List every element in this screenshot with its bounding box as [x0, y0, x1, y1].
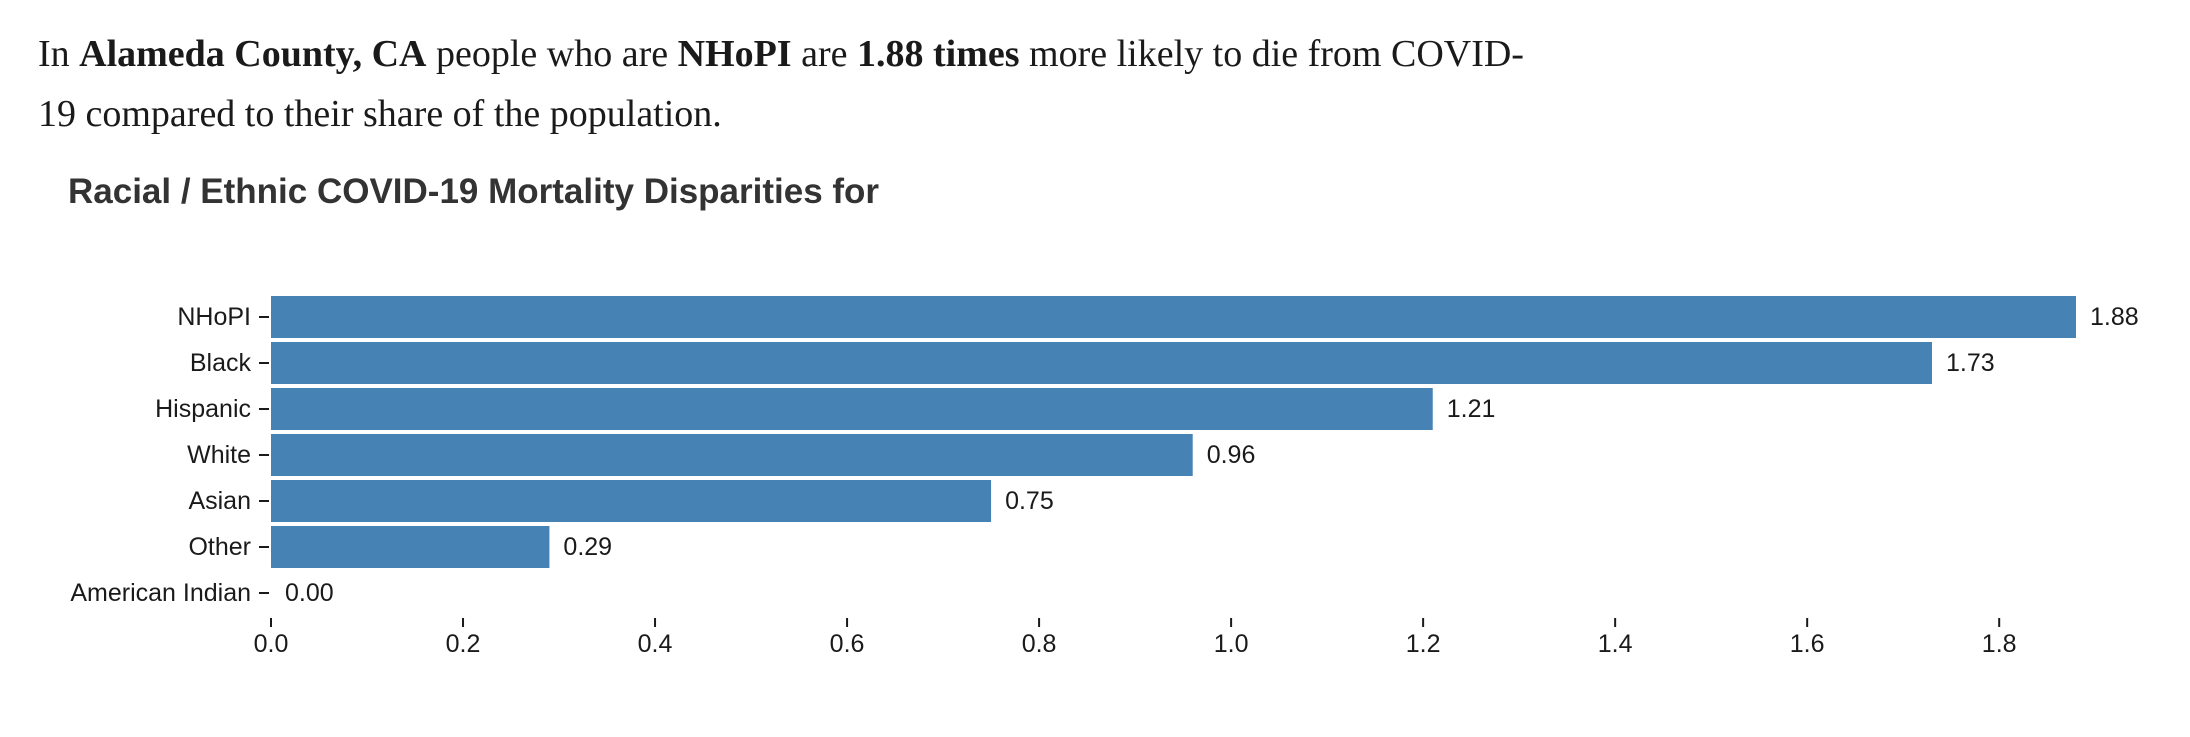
- intro-text-4: more likely to die from COVID-19 compare…: [38, 33, 1524, 135]
- intro-text-3: are: [791, 33, 857, 75]
- category-label: Black: [190, 349, 252, 377]
- value-label: 0.96: [1207, 441, 1256, 469]
- value-label: 0.00: [285, 579, 334, 607]
- x-tick-label: 1.6: [1790, 630, 1825, 658]
- x-tick-label: 0.0: [254, 630, 289, 658]
- x-tick-label: 1.8: [1982, 630, 2017, 658]
- x-tick-label: 1.0: [1214, 630, 1249, 658]
- x-tick-label: 0.8: [1022, 630, 1057, 658]
- bar: [271, 296, 2076, 338]
- category-label: Hispanic: [155, 395, 251, 423]
- intro-group: NHoPI: [677, 33, 792, 75]
- bar: [271, 480, 992, 522]
- bar: [271, 342, 1932, 384]
- bar: [271, 388, 1433, 430]
- intro-county: Alameda County, CA: [79, 33, 427, 75]
- x-tick-label: 1.2: [1406, 630, 1441, 658]
- bar: [271, 526, 550, 568]
- intro-ratio: 1.88 times: [856, 33, 1020, 75]
- intro-text-1: In: [38, 33, 80, 75]
- x-tick-label: 0.4: [638, 630, 673, 658]
- bar: [271, 434, 1193, 476]
- chart-title: Racial / Ethnic COVID-19 Mortality Dispa…: [68, 172, 880, 211]
- category-label: American Indian: [70, 579, 251, 607]
- x-tick-label: 1.4: [1598, 630, 1633, 658]
- value-label: 0.29: [563, 533, 612, 561]
- category-label: Asian: [188, 487, 251, 515]
- value-label: 1.88: [2090, 303, 2139, 331]
- x-tick-label: 0.2: [446, 630, 481, 658]
- category-label: NHoPI: [177, 303, 251, 331]
- intro-sentence: In Alameda County, CA people who are NHo…: [38, 24, 1538, 144]
- value-label: 0.75: [1005, 487, 1054, 515]
- x-tick-label: 0.6: [830, 630, 865, 658]
- value-label: 1.21: [1447, 395, 1496, 423]
- intro-text-2: people who are: [426, 33, 678, 75]
- value-label: 1.73: [1946, 349, 1995, 377]
- category-label: White: [187, 441, 251, 469]
- category-label: Other: [188, 533, 251, 561]
